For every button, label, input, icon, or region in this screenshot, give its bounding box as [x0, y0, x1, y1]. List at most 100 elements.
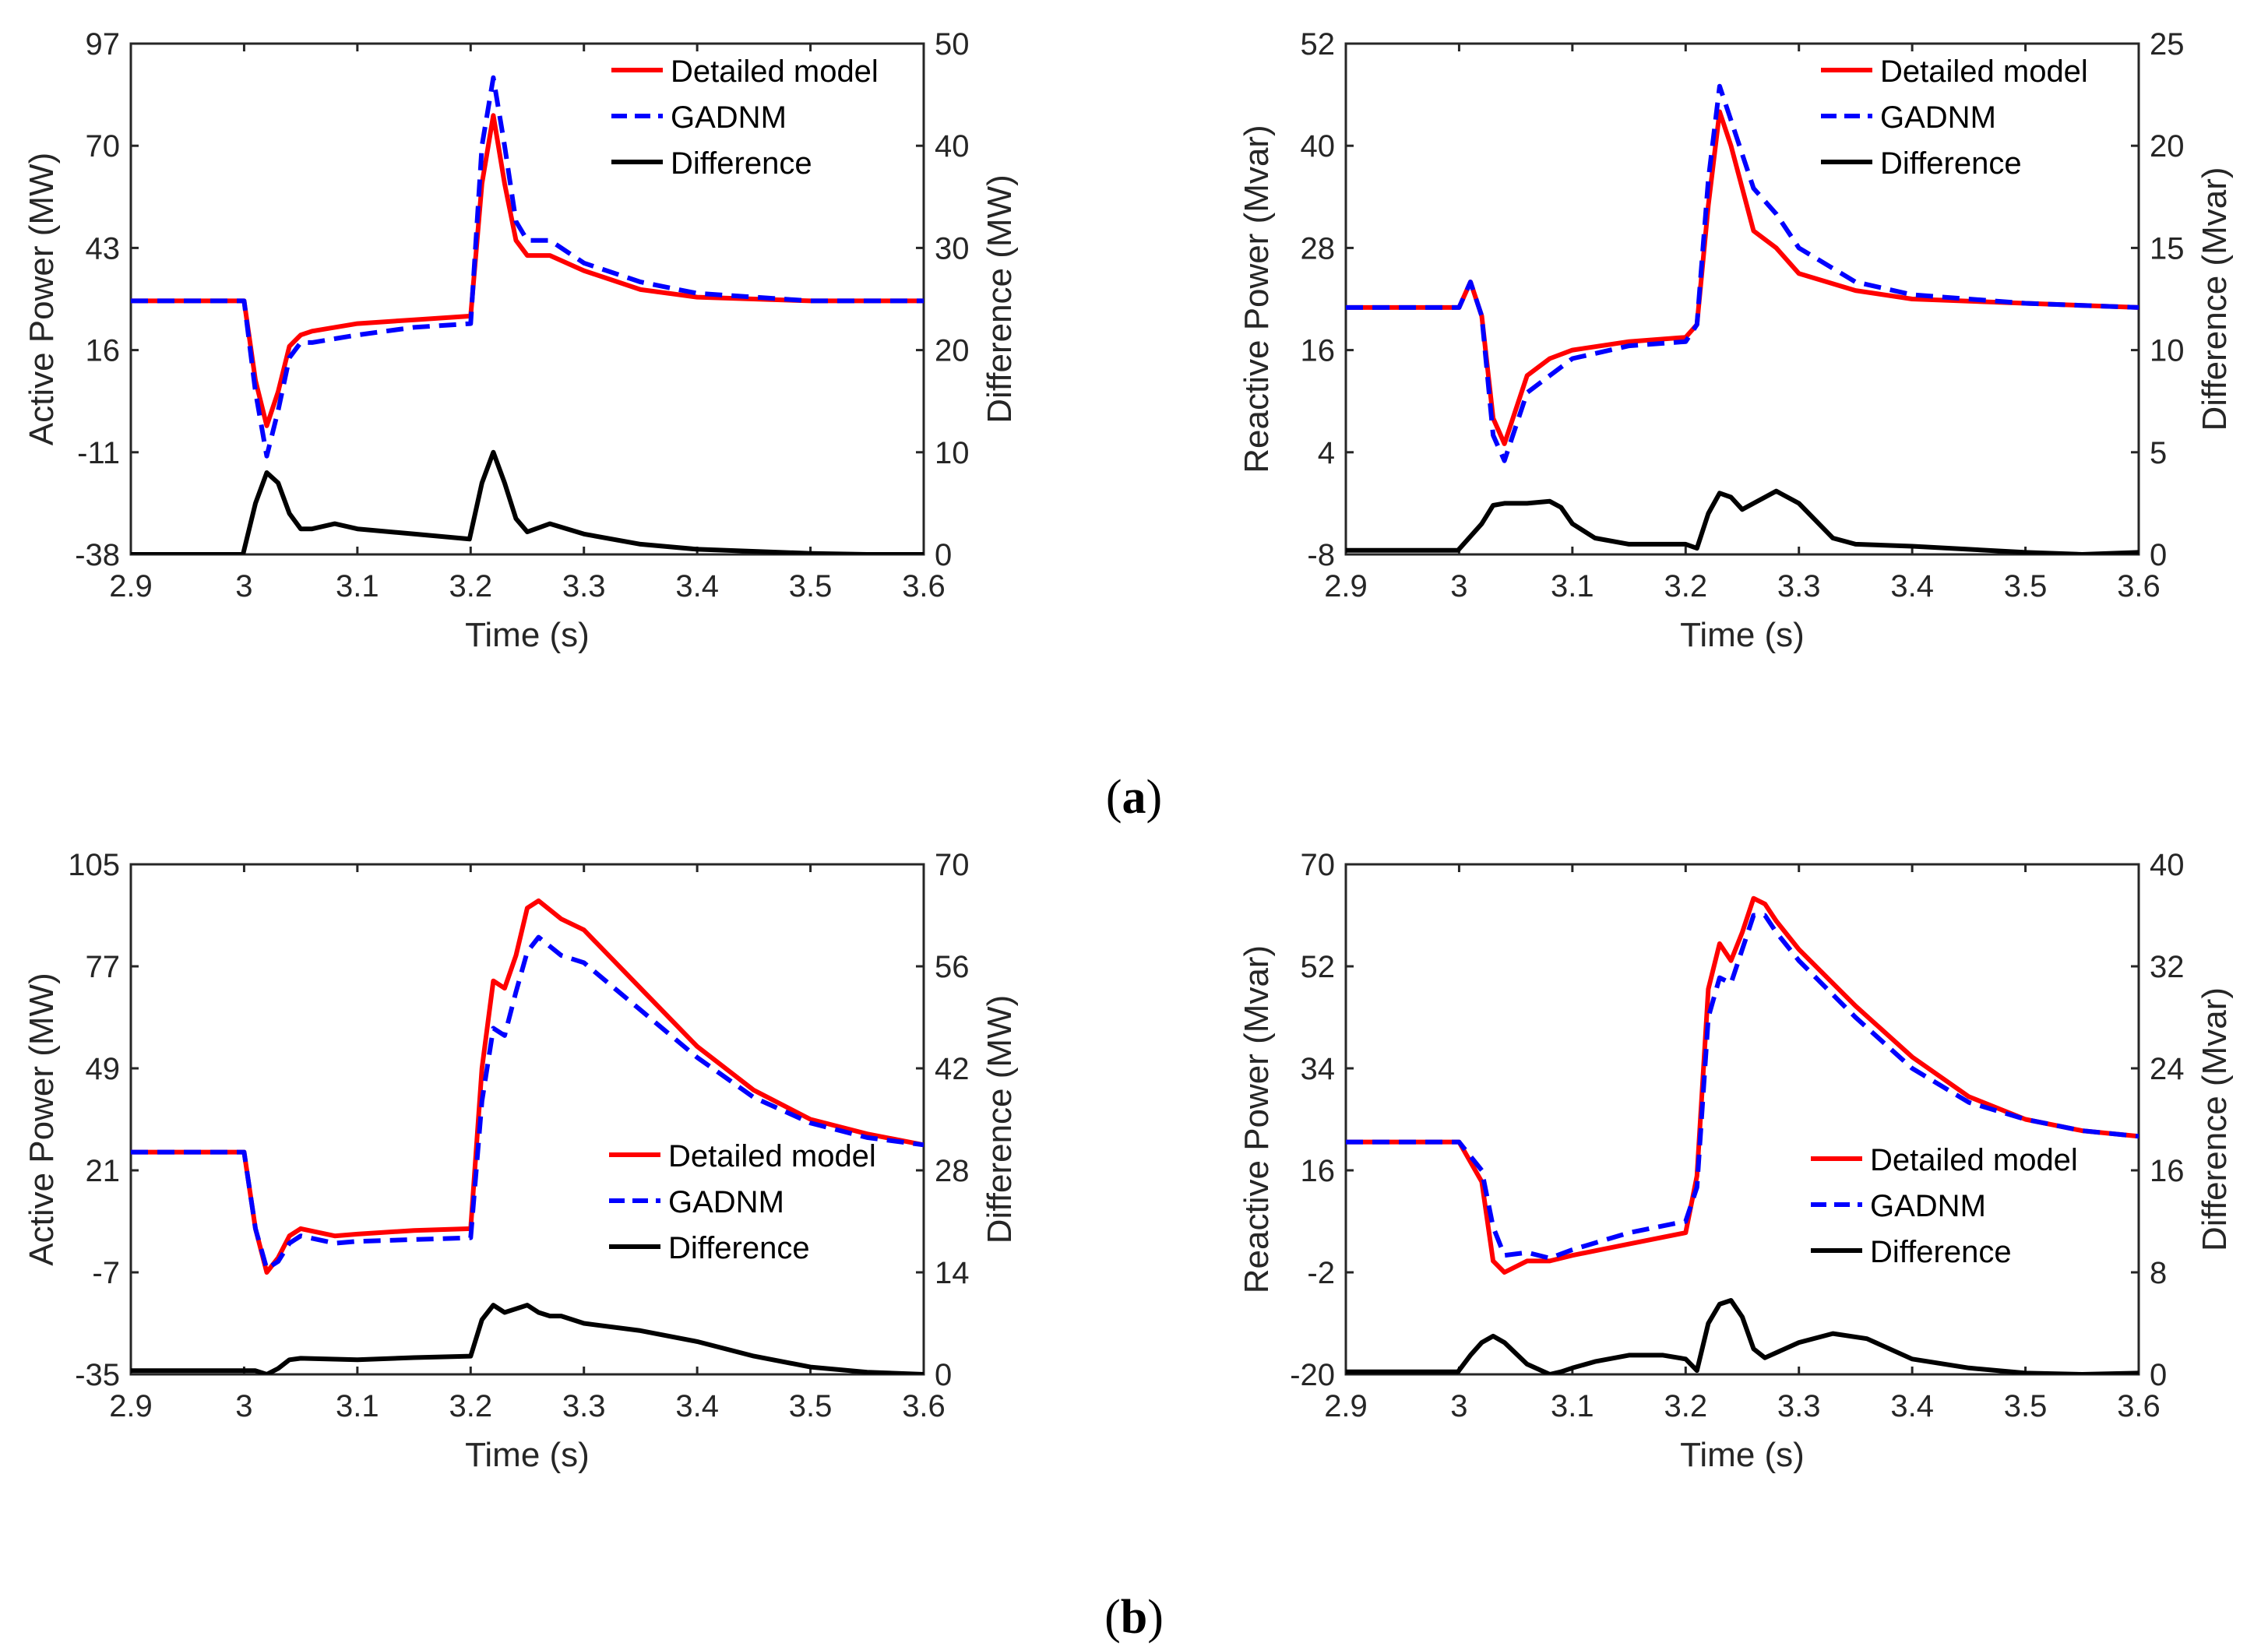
legend-entry: Detailed model [668, 1139, 876, 1173]
x-tick-label: 3.1 [1551, 1389, 1594, 1423]
x-tick-label: 2.9 [109, 1389, 153, 1423]
panel-label-b: (b) [1104, 1591, 1164, 1644]
x-tick-label: 3.5 [789, 569, 833, 603]
x-axis-label: Time (s) [465, 1436, 590, 1474]
x-tick-label: 3.4 [675, 569, 719, 603]
legend-entry: GADNM [1870, 1189, 1986, 1223]
y-tick-label: 97 [86, 27, 121, 62]
y-tick-label: 16 [1301, 334, 1336, 368]
x-tick-label: 3 [1450, 1389, 1467, 1423]
y2-tick-label: 10 [2150, 334, 2185, 368]
chart-b-left: 2.9 3 3.1 3.2 3.3 3.4 3.5 3.6 -35 -7 21 49 77 105 0 14 2… [23, 848, 1019, 1474]
x-tick-label: 2.9 [1324, 569, 1368, 603]
y-tick-label: 105 [68, 848, 120, 882]
legend-entry: Difference [1880, 146, 2022, 181]
y-tick-label: 16 [1301, 1154, 1336, 1188]
y-tick-label: 21 [86, 1154, 121, 1188]
y-tick-label: 40 [1301, 129, 1336, 164]
legend-entry: Difference [1870, 1235, 2012, 1269]
y2-tick-label: 56 [935, 950, 970, 984]
y2-tick-label: 0 [935, 1358, 952, 1392]
y-tick-label: 77 [86, 950, 121, 984]
series-gadnm-line [131, 75, 924, 459]
y2-tick-label: 40 [935, 129, 970, 164]
y2-tick-label: 28 [935, 1154, 970, 1188]
series-gadnm-line [1346, 913, 2139, 1261]
y-tick-label: 70 [86, 129, 121, 164]
y2-tick-label: 70 [935, 848, 970, 882]
x-tick-label: 3.4 [675, 1389, 719, 1423]
legend-entry: Difference [671, 146, 812, 181]
y2-tick-label: 20 [935, 334, 970, 368]
y-tick-label: 43 [86, 231, 121, 266]
chart-b-right: 2.9 3 3.1 3.2 3.3 3.4 3.5 3.6 -20 -2 16 34 52 70 0 8 16 2… [1238, 848, 2234, 1474]
y-tick-label: -7 [92, 1256, 120, 1290]
y-tick-label: 34 [1301, 1052, 1336, 1086]
plot-area [129, 863, 925, 1376]
y2-tick-label: 14 [935, 1256, 970, 1290]
x-tick-label: 3.3 [562, 1389, 606, 1423]
panel-label-a: (a) [1106, 771, 1162, 824]
x-tick-label: 3.1 [1551, 569, 1594, 603]
legend-entry: GADNM [671, 100, 787, 135]
y-tick-label: 52 [1301, 950, 1336, 984]
x-tick-label: 3.3 [1777, 569, 1821, 603]
y2-tick-label: 20 [2150, 129, 2185, 164]
series-difference-line [131, 449, 924, 554]
y2-tick-label: 15 [2150, 231, 2185, 266]
x-tick-label: 3.6 [2117, 1389, 2161, 1423]
y-tick-label: 52 [1301, 27, 1336, 62]
x-tick-label: 3 [235, 1389, 252, 1423]
y-tick-label: 70 [1301, 848, 1336, 882]
x-tick-label: 3.3 [562, 569, 606, 603]
y2-tick-label: 16 [2150, 1154, 2185, 1188]
x-tick-label: 3.2 [1664, 569, 1707, 603]
y2-tick-label: 50 [935, 27, 970, 62]
x-tick-label: 2.9 [109, 569, 153, 603]
y-axis-label: Reactive Power (Mvar) [1238, 945, 1276, 1293]
x-tick-label: 3 [1450, 569, 1467, 603]
y2-tick-label: 5 [2150, 436, 2167, 470]
y-tick-label: -20 [1290, 1358, 1335, 1392]
x-tick-label: 3.6 [2117, 569, 2161, 603]
series-detailed-model-line [1346, 895, 2139, 1275]
x-tick-label: 3.5 [789, 1389, 833, 1423]
x-tick-label: 3.2 [1664, 1389, 1707, 1423]
series-difference-line [1346, 1298, 2139, 1374]
series-gadnm-line [131, 934, 924, 1272]
x-tick-label: 3 [235, 569, 252, 603]
x-tick-label: 3.1 [336, 1389, 379, 1423]
x-tick-label: 3.6 [902, 569, 946, 603]
legend-entry: Detailed model [1870, 1143, 2078, 1177]
y-tick-label: 4 [1318, 436, 1335, 470]
y2-axis-label: Difference (Mvar) [2196, 167, 2234, 431]
legend-entry: Difference [668, 1231, 810, 1265]
x-tick-label: 3.5 [2004, 569, 2048, 603]
y2-tick-label: 10 [935, 436, 970, 470]
series-gadnm-line [1346, 83, 2139, 463]
x-axis-label: Time (s) [1680, 1436, 1805, 1474]
y-tick-label: 49 [86, 1052, 121, 1086]
y2-tick-label: 0 [935, 538, 952, 572]
x-tick-label: 3.1 [336, 569, 379, 603]
y-tick-label: -11 [77, 436, 120, 470]
y2-tick-label: 32 [2150, 950, 2185, 984]
legend-entry: GADNM [1880, 100, 1996, 135]
y-tick-label: -35 [75, 1358, 120, 1392]
x-tick-label: 3.6 [902, 1389, 946, 1423]
y-axis-label: Reactive Power (Mvar) [1238, 125, 1276, 473]
y2-tick-label: 24 [2150, 1052, 2185, 1086]
x-axis-label: Time (s) [465, 616, 590, 654]
y2-tick-label: 30 [935, 231, 970, 266]
y2-axis-label: Difference (MW) [981, 995, 1019, 1244]
series-difference-line [1346, 488, 2139, 554]
y-tick-label: 16 [86, 334, 121, 368]
y-tick-label: 28 [1301, 231, 1336, 266]
y-axis-label: Active Power (MW) [23, 973, 61, 1265]
y2-tick-label: 40 [2150, 848, 2185, 882]
y-tick-label: -38 [75, 538, 120, 572]
y2-axis-label: Difference (MW) [981, 174, 1019, 423]
series-difference-line [131, 1303, 924, 1374]
chart-a-left: 2.9 3 3.1 3.2 3.3 3.4 3.5 3.6 -38 -11 16 43 70 97 0 10 2… [23, 27, 1019, 654]
